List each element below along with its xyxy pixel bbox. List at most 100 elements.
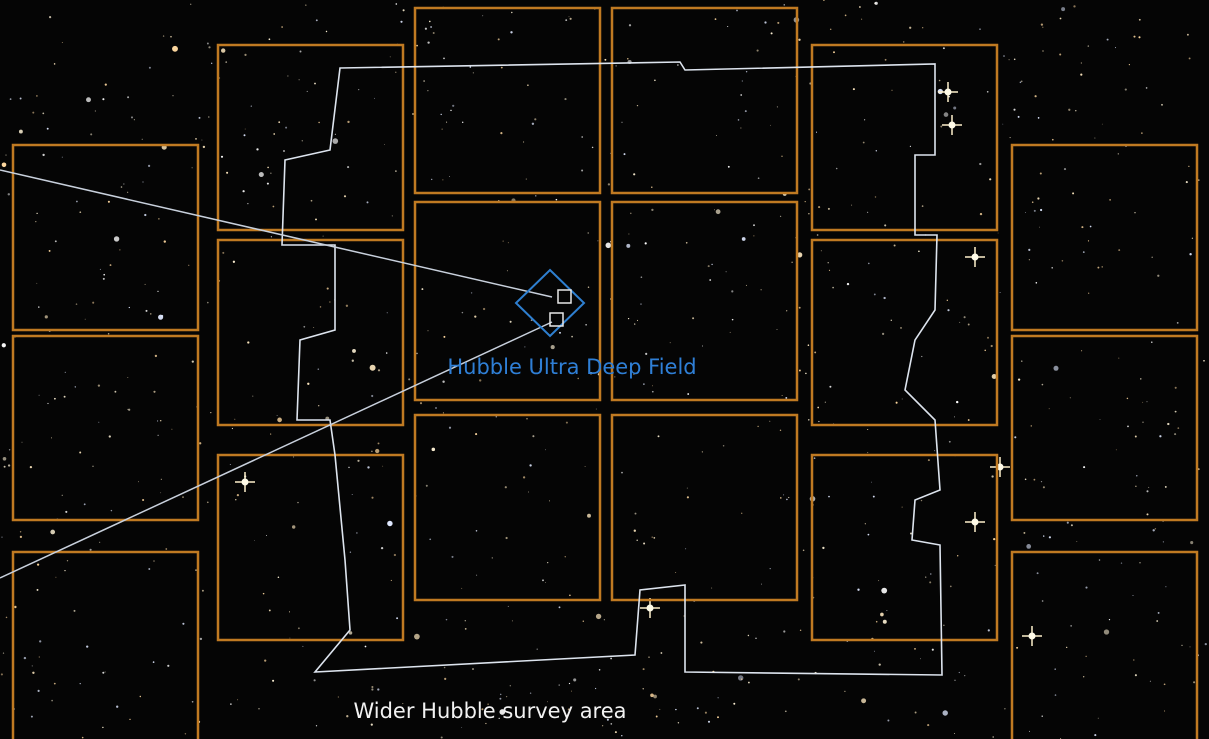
star: [35, 221, 36, 222]
star: [814, 457, 816, 459]
star: [1014, 436, 1016, 438]
star: [832, 287, 834, 289]
star: [777, 22, 779, 24]
star: [800, 630, 801, 631]
star: [500, 694, 502, 696]
star: [1132, 595, 1133, 596]
star: [483, 308, 485, 310]
star: [314, 679, 316, 681]
star: [283, 150, 285, 152]
star: [1164, 683, 1166, 685]
star: [277, 418, 282, 423]
star: [449, 427, 451, 429]
star: [529, 464, 531, 466]
star: [532, 123, 534, 125]
star: [964, 675, 965, 676]
star: [1040, 209, 1042, 211]
star: [62, 157, 63, 158]
star: [871, 482, 872, 483]
star: [211, 63, 212, 64]
star: [822, 547, 824, 549]
star: [408, 378, 410, 380]
star: [230, 703, 231, 704]
star: [1146, 87, 1148, 89]
star: [318, 122, 319, 123]
star: [528, 492, 529, 493]
star: [940, 126, 942, 128]
star: [505, 486, 507, 488]
star: [423, 80, 425, 82]
star: [1081, 226, 1083, 228]
star: [435, 407, 437, 409]
star: [207, 501, 209, 503]
star: [565, 556, 566, 557]
star: [821, 250, 822, 251]
star: [757, 426, 758, 427]
star: [449, 176, 450, 177]
star: [818, 206, 820, 208]
star: [1142, 422, 1143, 423]
star: [31, 716, 33, 718]
star: [1099, 559, 1101, 561]
star: [270, 173, 271, 174]
star: [1104, 629, 1109, 634]
bright-star: [647, 605, 654, 612]
star: [79, 211, 81, 213]
star: [272, 680, 274, 682]
star: [245, 129, 246, 130]
star: [1127, 398, 1129, 400]
star: [571, 691, 572, 692]
star: [134, 119, 135, 120]
star: [86, 645, 88, 647]
star: [830, 29, 831, 30]
star: [587, 514, 591, 518]
star: [75, 386, 76, 387]
star: [244, 54, 246, 56]
star: [947, 300, 948, 301]
star: [1190, 541, 1193, 544]
star: [1062, 260, 1064, 262]
star: [648, 656, 650, 658]
star: [865, 523, 866, 524]
star: [386, 352, 388, 354]
star: [64, 396, 66, 398]
star: [748, 635, 749, 636]
star: [185, 733, 186, 734]
star: [102, 672, 104, 674]
star: [391, 580, 392, 581]
star: [1075, 110, 1076, 111]
star: [148, 165, 150, 167]
star: [786, 310, 787, 311]
star: [984, 350, 985, 351]
star: [1038, 117, 1040, 119]
star: [991, 475, 993, 477]
star: [1041, 481, 1042, 482]
star: [599, 669, 601, 671]
star: [1003, 55, 1005, 57]
star: [192, 701, 194, 703]
star: [192, 360, 194, 362]
star: [171, 429, 172, 430]
star: [329, 301, 330, 302]
star: [894, 244, 896, 246]
star: [1037, 572, 1039, 574]
star: [1156, 620, 1158, 622]
star: [392, 215, 393, 216]
star: [628, 234, 629, 235]
star: [503, 241, 504, 242]
star: [382, 466, 383, 467]
star: [1083, 676, 1084, 677]
star: [378, 442, 380, 444]
star: [129, 307, 130, 308]
star: [781, 156, 782, 157]
star: [892, 90, 893, 91]
star: [791, 262, 792, 263]
star: [864, 119, 865, 120]
star: [492, 557, 493, 558]
star: [302, 140, 303, 141]
star: [356, 532, 357, 533]
star: [1055, 694, 1057, 696]
star: [867, 429, 868, 430]
star: [485, 723, 486, 724]
star: [446, 619, 448, 621]
